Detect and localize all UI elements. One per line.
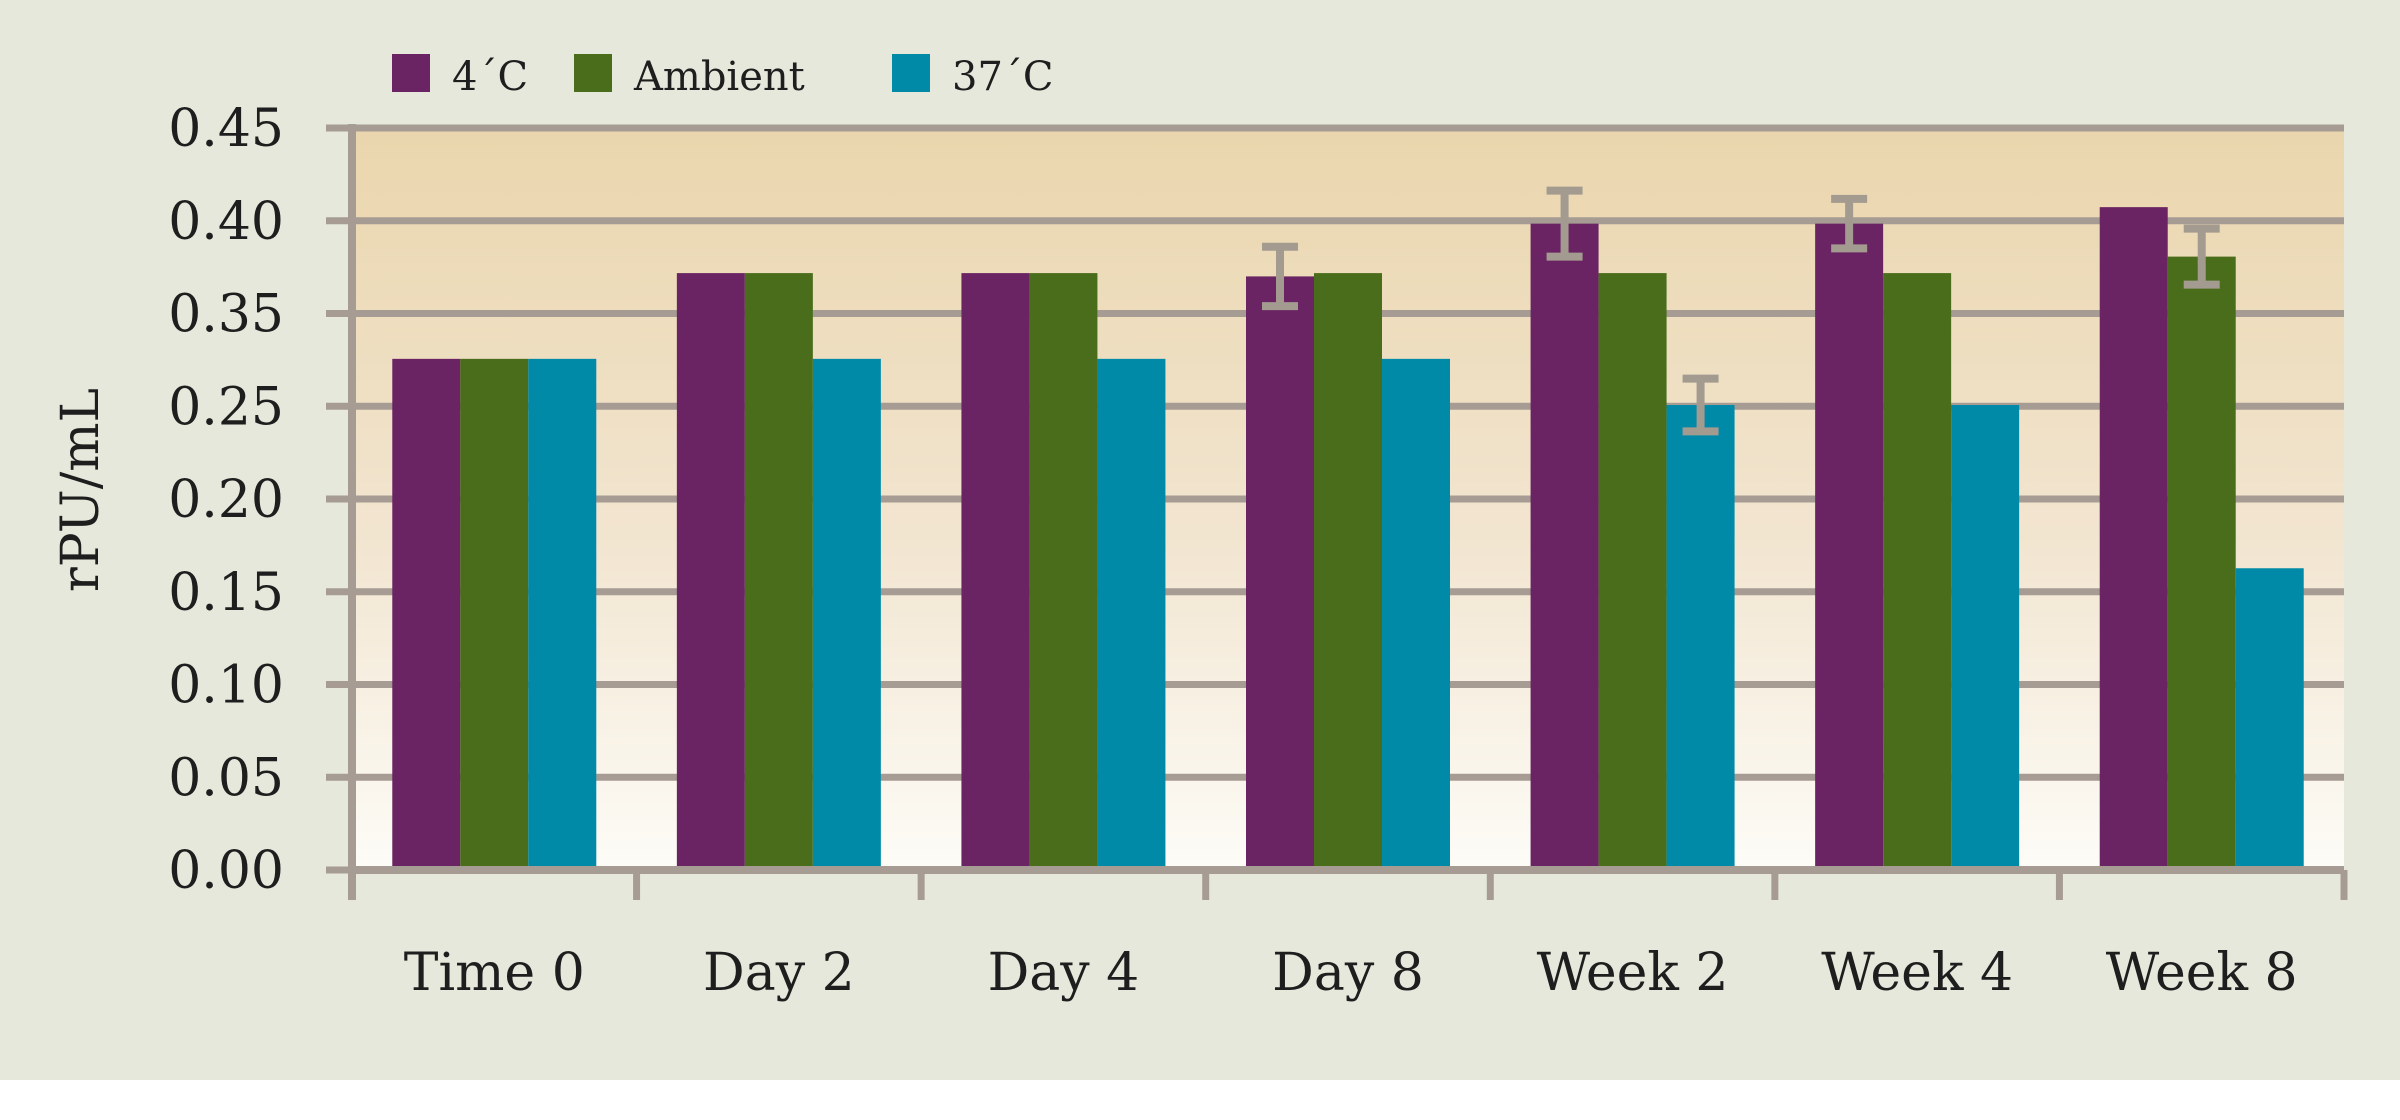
y-tick-label: 0.10	[168, 656, 284, 716]
x-tick-label: Day 4	[988, 943, 1140, 1003]
bar	[460, 358, 529, 870]
error-bar	[1546, 186, 1583, 261]
bar	[1883, 273, 1952, 870]
legend-swatch	[392, 54, 430, 92]
x-tick-label: Week 4	[1821, 943, 2013, 1003]
bars	[392, 207, 2304, 870]
legend: 4´C Ambient 37´C	[392, 54, 1054, 100]
error-bar	[1682, 374, 1719, 436]
y-tick-label: 0.25	[168, 377, 284, 437]
y-tick-label: 0.20	[168, 470, 284, 530]
bar	[744, 273, 813, 870]
y-tick-label: 0.05	[168, 748, 284, 808]
chart-panel: 0.00 0.05 0.10 0.15 0.20 0.25 0.35 0.40 0.45 Tim…	[0, 0, 2400, 1080]
legend-swatch	[892, 54, 930, 92]
x-tick-label: Time 0	[404, 943, 585, 1003]
error-bar	[2183, 224, 2220, 289]
bar	[1666, 405, 1735, 870]
bar	[1314, 273, 1382, 870]
legend-label: Ambient	[633, 54, 805, 100]
bar	[1598, 273, 1667, 870]
bar	[1246, 276, 1314, 870]
bar	[1097, 358, 1166, 870]
legend-item: 37´C	[892, 54, 1054, 100]
bar	[1951, 405, 2020, 870]
bar	[528, 358, 597, 870]
y-tick-labels: 0.00 0.05 0.10 0.15 0.20 0.25 0.35 0.40 0.45	[168, 99, 284, 901]
axes	[348, 124, 2348, 900]
x-tick-label: Week 8	[2106, 943, 2298, 1003]
error-bar	[1831, 194, 1868, 253]
legend-swatch	[574, 54, 612, 92]
bar	[1029, 273, 1098, 870]
bar	[961, 273, 1030, 870]
bar	[2099, 207, 2168, 870]
y-tick-label: 0.00	[168, 841, 284, 901]
bar	[2235, 568, 2304, 870]
bar	[812, 358, 881, 870]
x-tick-label: Day 2	[703, 943, 855, 1003]
bar	[392, 358, 461, 870]
y-tick-label: 0.35	[168, 285, 284, 345]
legend-item: 4´C	[392, 54, 528, 100]
bar	[1382, 358, 1450, 870]
bar	[676, 273, 745, 870]
legend-label: 37´C	[952, 54, 1054, 100]
y-tick-label: 0.40	[168, 192, 284, 252]
bar	[1530, 223, 1599, 870]
x-tick-label: Day 8	[1272, 943, 1424, 1003]
y-tick-label: 0.15	[168, 563, 284, 623]
error-bars	[1262, 186, 2220, 436]
legend-label: 4´C	[452, 54, 528, 100]
error-bar	[1262, 242, 1298, 311]
y-axis-label: rPU/mL	[51, 388, 111, 592]
bar	[2167, 256, 2236, 870]
y-tick-label: 0.45	[168, 99, 284, 159]
legend-item: Ambient	[574, 54, 805, 100]
chart: 0.00 0.05 0.10 0.15 0.20 0.25 0.35 0.40 0.45 Tim…	[51, 54, 2348, 1003]
bar	[1815, 223, 1884, 870]
x-tick-labels: Time 0 Day 2 Day 4 Day 8 Week 2 Week 4 Week 8	[404, 943, 2298, 1003]
x-tick-label: Week 2	[1537, 943, 1729, 1003]
